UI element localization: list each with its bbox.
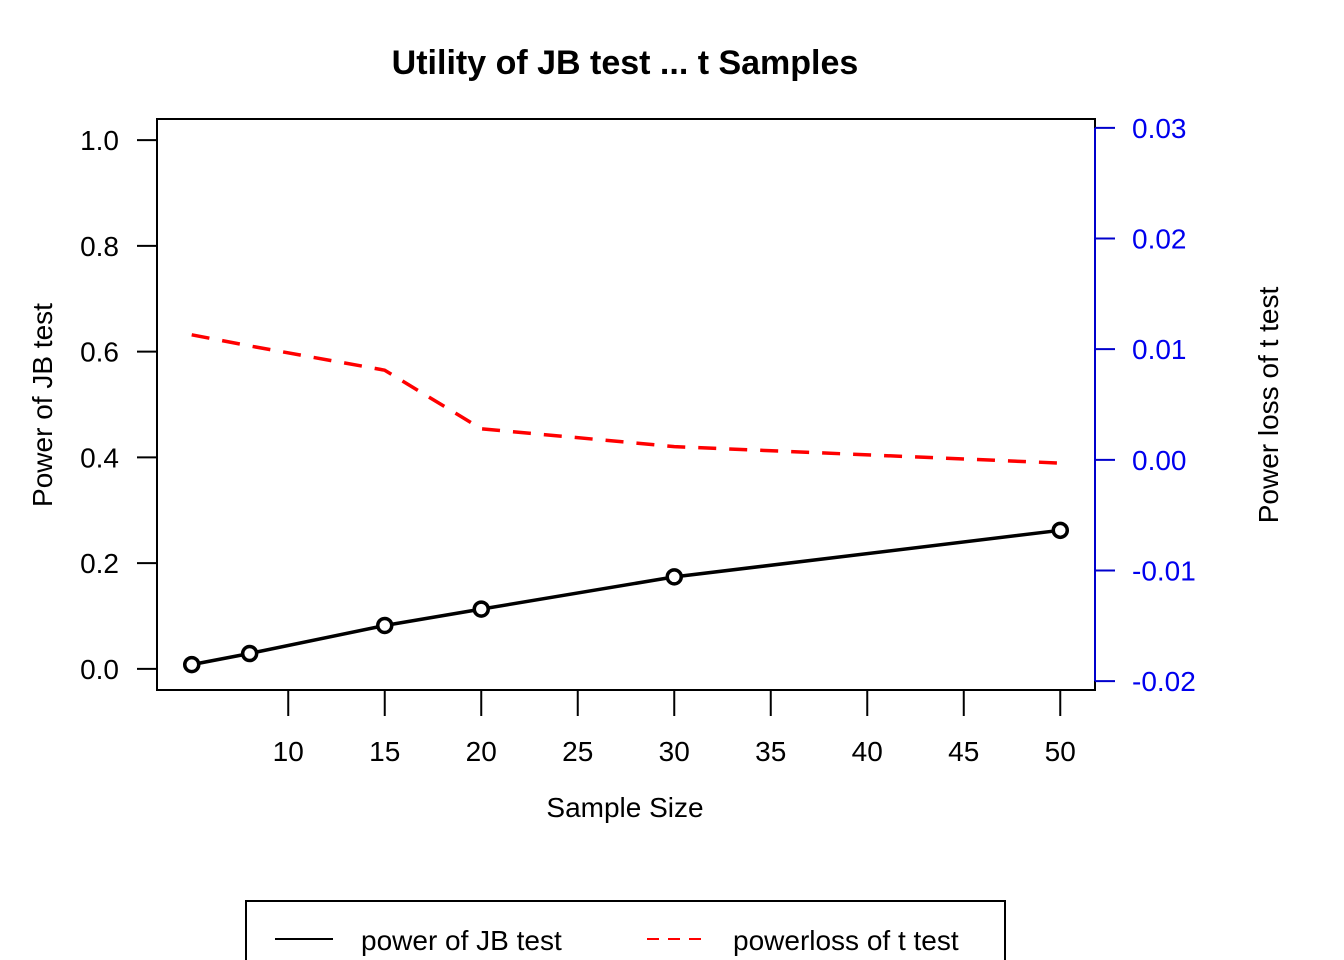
data-point-jb: [472, 600, 490, 618]
y-axis-right-title: Power loss of t test: [1253, 287, 1284, 524]
y2-tick-label: 0.03: [1132, 113, 1187, 144]
chart-title: Utility of JB test ... t Samples: [392, 44, 859, 82]
x-tick-label: 20: [466, 736, 497, 767]
x-tick-label: 40: [852, 736, 883, 767]
y-axis-left-title: Power of JB test: [27, 303, 58, 507]
data-point-jb: [1051, 521, 1070, 540]
y2-tick-label: -0.01: [1132, 555, 1196, 586]
y-tick-label: 0.2: [80, 548, 119, 579]
x-tick-label: 25: [562, 736, 593, 767]
x-tick-label: 35: [755, 736, 786, 767]
x-tick-label: 50: [1045, 736, 1076, 767]
y2-tick-label: -0.02: [1132, 666, 1196, 697]
y-tick-label: 1.0: [80, 125, 119, 156]
legend-label-jb: power of JB test: [361, 925, 562, 956]
y-axis-left: 0.0 0.2 0.4 0.6 0.8 1.0: [80, 125, 158, 685]
y-tick-label: 0.4: [80, 442, 119, 473]
legend-box: [245, 900, 1006, 960]
legend: power of JB test powerloss of t test: [245, 900, 1006, 960]
x-tick-label: 15: [369, 736, 400, 767]
data-point-jb: [240, 644, 259, 663]
data-point-jb: [182, 655, 201, 674]
data-point-jb: [665, 568, 684, 586]
y-tick-label: 0.8: [80, 231, 119, 262]
y2-tick-label: 0.01: [1132, 334, 1187, 365]
data-point-jb: [375, 616, 394, 635]
x-tick-label: 30: [659, 736, 690, 767]
series-line-powerloss-t-test: [191, 333, 1061, 465]
y2-tick-label: 0.00: [1132, 445, 1187, 476]
series-line-power-jb-test: [191, 528, 1061, 667]
series-power-jb-test: [182, 521, 1070, 674]
x-tick-label: 45: [948, 736, 979, 767]
x-tick-label: 10: [273, 736, 304, 767]
y-tick-label: 0.0: [80, 654, 119, 685]
x-axis: 10 15 20 25 30 35 40 45 50: [273, 689, 1076, 767]
plot-box: [156, 118, 1096, 691]
y-axis-right: -0.02 -0.01 0.00 0.01 0.02 0.03: [1094, 113, 1196, 697]
y-tick-label: 0.6: [80, 337, 119, 368]
series-powerloss-t-test: [191, 333, 1061, 465]
y2-tick-label: 0.02: [1132, 224, 1187, 255]
legend-label-t: powerloss of t test: [733, 925, 959, 956]
x-axis-title: Sample Size: [546, 792, 703, 823]
